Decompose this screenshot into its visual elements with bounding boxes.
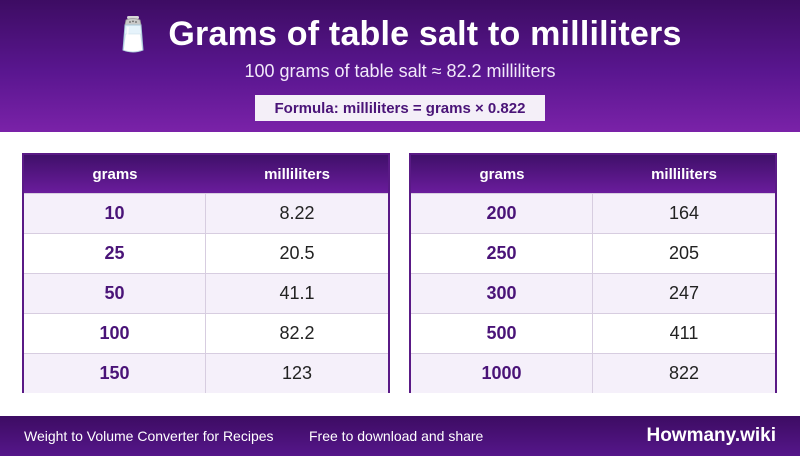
table-row: 1000 822 [411, 353, 775, 393]
milliliters-cell: 205 [668, 243, 700, 263]
conversion-table-right: grams milliliters 200 164 250 205 300 24… [409, 153, 777, 393]
table-header: grams milliliters [411, 155, 775, 193]
column-header-grams: grams [479, 165, 525, 183]
milliliters-cell: 123 [281, 363, 313, 383]
grams-cell: 200 [411, 194, 593, 233]
table-row: 500 411 [411, 313, 775, 353]
grams-cell: 50 [24, 274, 206, 313]
title-row: Grams of table salt to milliliters [0, 12, 800, 56]
formula-box: Formula: milliliters = grams × 0.822 [255, 95, 545, 121]
table-row: 50 41.1 [24, 273, 388, 313]
grams-cell: 250 [411, 234, 593, 273]
footer-bar: Weight to Volume Converter for Recipes F… [0, 416, 800, 456]
grams-cell: 100 [24, 314, 206, 353]
grams-cell: 25 [24, 234, 206, 273]
milliliters-cell: 41.1 [279, 283, 315, 303]
column-header-milliliters: milliliters [264, 165, 330, 183]
milliliters-cell: 411 [669, 323, 699, 343]
milliliters-cell: 82.2 [279, 323, 315, 343]
footer-tagline: Weight to Volume Converter for Recipes [24, 428, 274, 444]
grams-cell: 1000 [411, 354, 593, 393]
subtitle: 100 grams of table salt ≈ 82.2 millilite… [244, 61, 556, 81]
milliliters-cell: 247 [668, 283, 700, 303]
column-header-milliliters: milliliters [651, 165, 717, 183]
grams-cell: 150 [24, 354, 206, 393]
table-body: 10 8.22 25 20.5 50 41.1 100 82.2 150 123 [24, 193, 388, 393]
table-row: 100 82.2 [24, 313, 388, 353]
table-row: 300 247 [411, 273, 775, 313]
header-banner: Grams of table salt to milliliters 100 g… [0, 0, 800, 132]
footer-share-note: Free to download and share [309, 428, 484, 444]
milliliters-cell: 822 [668, 363, 700, 383]
conversion-table-left: grams milliliters 10 8.22 25 20.5 50 41.… [22, 153, 390, 393]
table-row: 10 8.22 [24, 193, 388, 233]
column-header-grams: grams [92, 165, 138, 183]
grams-cell: 300 [411, 274, 593, 313]
grams-cell: 10 [24, 194, 206, 233]
salt-shaker-icon [122, 16, 144, 53]
milliliters-cell: 20.5 [279, 243, 315, 263]
table-header: grams milliliters [24, 155, 388, 193]
grams-cell: 500 [411, 314, 593, 353]
milliliters-cell: 8.22 [279, 203, 315, 223]
table-row: 250 205 [411, 233, 775, 273]
milliliters-cell: 164 [668, 203, 700, 223]
table-row: 25 20.5 [24, 233, 388, 273]
table-body: 200 164 250 205 300 247 500 411 1000 822 [411, 193, 775, 393]
brand-logo-text[interactable]: Howmany.wiki [646, 425, 776, 446]
table-row: 150 123 [24, 353, 388, 393]
page-title: Grams of table salt to milliliters [168, 14, 682, 53]
table-row: 200 164 [411, 193, 775, 233]
